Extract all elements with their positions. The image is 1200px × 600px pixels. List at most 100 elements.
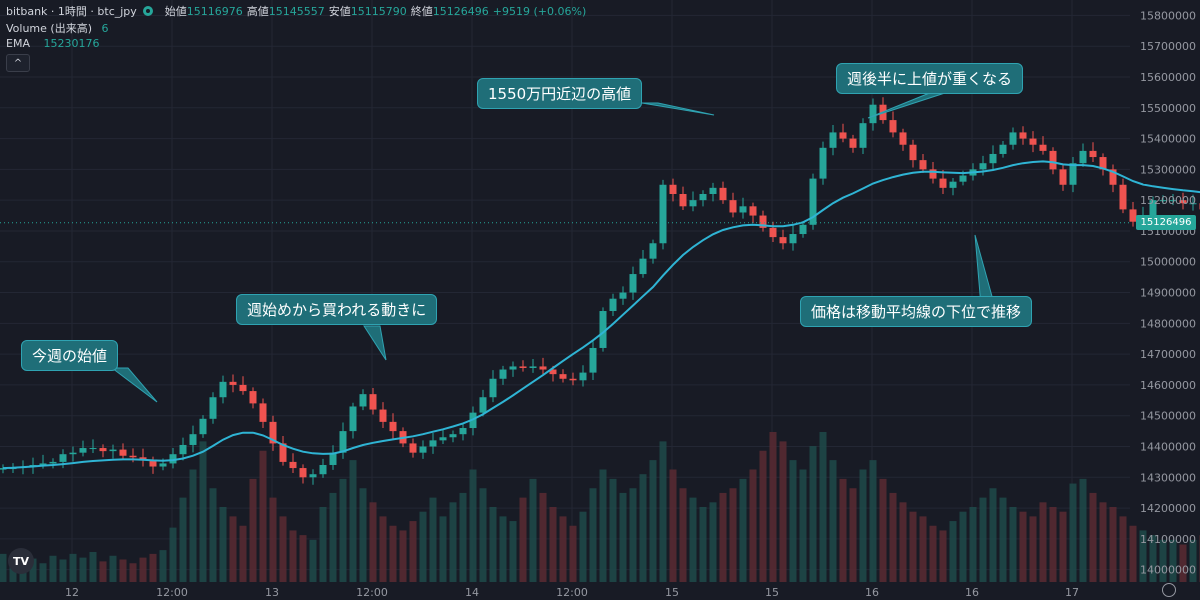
candle-body [169, 454, 177, 464]
x-tick-label: 15 [765, 586, 779, 599]
volume-bar [729, 488, 737, 582]
volume-bar [299, 535, 307, 582]
volume-bar [89, 552, 97, 582]
volume-bar [339, 478, 347, 582]
candle-body [1179, 200, 1187, 204]
volume-bar [1089, 492, 1097, 582]
callout-pointer [641, 102, 715, 116]
volume-label: Volume (出来高) [6, 22, 92, 35]
candle-body [1019, 132, 1027, 139]
volume-bar [209, 488, 217, 582]
volume-bar [129, 563, 137, 582]
legend-volume-row: Volume (出来高) 6 [6, 20, 109, 36]
candle-body [1149, 200, 1157, 216]
candle-body [389, 421, 397, 432]
volume-bar [1029, 516, 1037, 582]
volume-bar [0, 553, 7, 582]
y-tick-label: 14900000 [1140, 287, 1196, 300]
volume-bar [789, 460, 797, 582]
y-tick-label: 14800000 [1140, 317, 1196, 330]
volume-bar [259, 450, 267, 582]
y-tick-label: 15200000 [1140, 194, 1196, 207]
volume-bar [899, 502, 907, 582]
volume-bar [1149, 535, 1157, 582]
open-label: 始値 [164, 5, 187, 18]
volume-bar [509, 521, 517, 582]
candle-body [129, 455, 137, 458]
y-tick-label: 14300000 [1140, 471, 1196, 484]
candle-body [499, 369, 507, 379]
settings-gear-icon[interactable] [1162, 583, 1176, 597]
legend-symbol-row: bitbank · 1時間 · btc_jpy 始値15116976 高値15145… [6, 3, 586, 19]
volume-bar [559, 516, 567, 582]
candle-body [769, 227, 777, 238]
callout-buying: 週始めから買われる動きに [236, 294, 438, 325]
volume-bar [949, 521, 957, 582]
volume-bar [1129, 525, 1137, 582]
ema-value: 15230176 [43, 37, 100, 50]
volume-bar [499, 516, 507, 582]
candle-body [999, 144, 1007, 154]
candle-body [119, 449, 127, 456]
candle-body [649, 243, 657, 259]
candle-body [1039, 144, 1047, 151]
volume-bar [439, 516, 447, 582]
candle-body [619, 292, 627, 299]
volume-bar [119, 559, 127, 582]
volume-bar [809, 446, 817, 582]
candle-body [739, 206, 747, 213]
volume-bar [1099, 502, 1107, 582]
candle-body [539, 366, 547, 370]
candle-body [379, 409, 387, 422]
candle-body [1169, 200, 1177, 202]
volume-bar [769, 432, 777, 582]
y-tick-label: 15000000 [1140, 256, 1196, 269]
volume-bar [29, 558, 37, 582]
volume-bar [309, 539, 317, 582]
volume-bar [869, 460, 877, 582]
volume-bar [549, 507, 557, 582]
volume-bar [609, 478, 617, 582]
candle-body [819, 147, 827, 179]
candle-body [489, 378, 497, 398]
candle-body [1089, 150, 1097, 158]
volume-bar [619, 492, 627, 582]
volume-bar [849, 488, 857, 582]
y-tick-label: 14000000 [1140, 564, 1196, 577]
candle-body [689, 200, 697, 207]
volume-bar [749, 469, 757, 582]
volume-bar [149, 553, 157, 582]
volume-bar [999, 497, 1007, 582]
collapse-legend-button[interactable]: ^ [6, 54, 30, 72]
candle-body [239, 384, 247, 392]
candle-body [719, 187, 727, 201]
candle-body [79, 448, 87, 453]
eye-icon[interactable] [142, 6, 153, 16]
volume-bar [319, 507, 327, 582]
volume-bar [139, 557, 147, 582]
candle-body [199, 418, 207, 435]
candle-body [439, 437, 447, 441]
volume-bar [199, 441, 207, 582]
candle-body [449, 434, 457, 438]
callout-heavy: 週後半に上値が重くなる [836, 63, 1024, 94]
candle-body [599, 311, 607, 348]
candle-body [59, 454, 67, 462]
candle-body [589, 347, 597, 373]
candle-body [669, 184, 677, 194]
volume-bar [989, 488, 997, 582]
volume-bar [669, 469, 677, 582]
candle-body [749, 206, 757, 216]
current-price-tag: 15126496 [1136, 215, 1196, 231]
high-value: 15145557 [268, 5, 325, 18]
volume-bar [229, 516, 237, 582]
volume-bar [49, 555, 57, 582]
volume-bar [159, 550, 167, 582]
volume-bar [369, 502, 377, 582]
candle-body [519, 366, 527, 368]
candle-body [299, 468, 307, 478]
x-tick-label: 12:00 [156, 586, 188, 599]
volume-bar [779, 441, 787, 582]
candle-body [339, 431, 347, 453]
